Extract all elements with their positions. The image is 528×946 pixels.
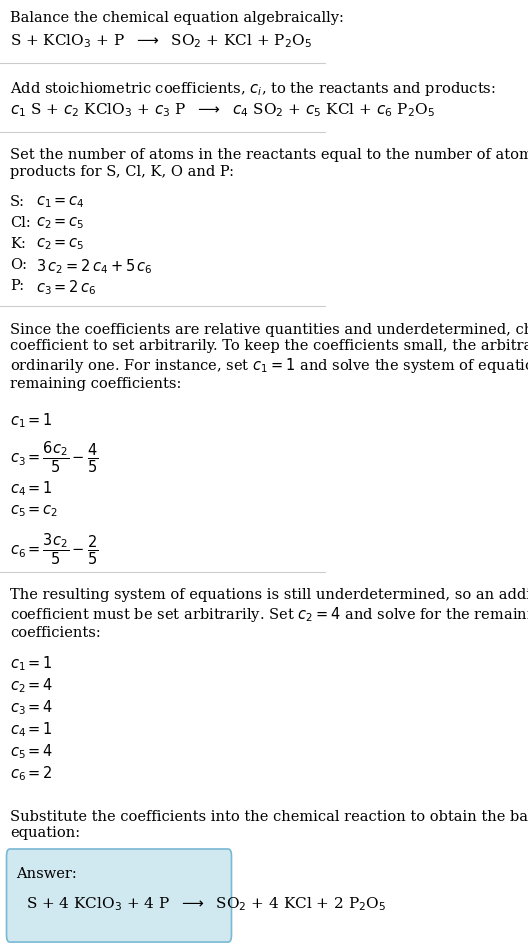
Text: Substitute the coefficients into the chemical reaction to obtain the balanced
eq: Substitute the coefficients into the che… xyxy=(10,810,528,840)
Text: $c_6 = 2$: $c_6 = 2$ xyxy=(10,764,53,783)
Text: $c_2 = c_5$: $c_2 = c_5$ xyxy=(36,216,84,232)
Text: The resulting system of equations is still underdetermined, so an additional
coe: The resulting system of equations is sti… xyxy=(10,588,528,640)
Text: $c_1 = 1$: $c_1 = 1$ xyxy=(10,655,53,674)
Text: S:: S: xyxy=(10,195,25,209)
Text: $c_3 = 4$: $c_3 = 4$ xyxy=(10,699,53,717)
Text: $c_6 = \dfrac{3c_2}{5} - \dfrac{2}{5}$: $c_6 = \dfrac{3c_2}{5} - \dfrac{2}{5}$ xyxy=(10,532,98,567)
Text: Cl:: Cl: xyxy=(10,216,31,230)
Text: Balance the chemical equation algebraically:: Balance the chemical equation algebraica… xyxy=(10,10,344,25)
Text: S + KClO$_3$ + P  $\longrightarrow$  SO$_2$ + KCl + P$_2$O$_5$: S + KClO$_3$ + P $\longrightarrow$ SO$_2… xyxy=(10,33,312,50)
Text: O:: O: xyxy=(10,257,27,272)
Text: $3\,c_2 = 2\,c_4 + 5\,c_6$: $3\,c_2 = 2\,c_4 + 5\,c_6$ xyxy=(36,257,153,276)
Text: $c_4 = 1$: $c_4 = 1$ xyxy=(10,480,53,499)
Text: $c_5 = c_2$: $c_5 = c_2$ xyxy=(10,503,58,519)
Text: P:: P: xyxy=(10,279,24,293)
Text: Answer:: Answer: xyxy=(16,867,77,881)
Text: S + 4 KClO$_3$ + 4 P  $\longrightarrow$  SO$_2$ + 4 KCl + 2 P$_2$O$_5$: S + 4 KClO$_3$ + 4 P $\longrightarrow$ S… xyxy=(26,896,386,913)
Text: $c_5 = 4$: $c_5 = 4$ xyxy=(10,743,53,762)
Text: $c_1 = 1$: $c_1 = 1$ xyxy=(10,412,53,429)
Text: $c_4 = 1$: $c_4 = 1$ xyxy=(10,721,53,740)
Text: $c_2 = c_5$: $c_2 = c_5$ xyxy=(36,236,84,253)
Text: $c_2 = 4$: $c_2 = 4$ xyxy=(10,676,53,695)
Text: Since the coefficients are relative quantities and underdetermined, choose a
coe: Since the coefficients are relative quan… xyxy=(10,323,528,392)
Text: Set the number of atoms in the reactants equal to the number of atoms in the
pro: Set the number of atoms in the reactants… xyxy=(10,149,528,179)
Text: $c_1 = c_4$: $c_1 = c_4$ xyxy=(36,195,85,210)
Text: Add stoichiometric coefficients, $c_i$, to the reactants and products:: Add stoichiometric coefficients, $c_i$, … xyxy=(10,79,496,97)
Text: $c_3 = 2\,c_6$: $c_3 = 2\,c_6$ xyxy=(36,279,97,297)
Text: $c_1$ S + $c_2$ KClO$_3$ + $c_3$ P  $\longrightarrow$  $c_4$ SO$_2$ + $c_5$ KCl : $c_1$ S + $c_2$ KClO$_3$ + $c_3$ P $\lon… xyxy=(10,101,435,119)
Text: $c_3 = \dfrac{6c_2}{5} - \dfrac{4}{5}$: $c_3 = \dfrac{6c_2}{5} - \dfrac{4}{5}$ xyxy=(10,439,98,475)
FancyBboxPatch shape xyxy=(6,849,231,942)
Text: K:: K: xyxy=(10,236,26,251)
